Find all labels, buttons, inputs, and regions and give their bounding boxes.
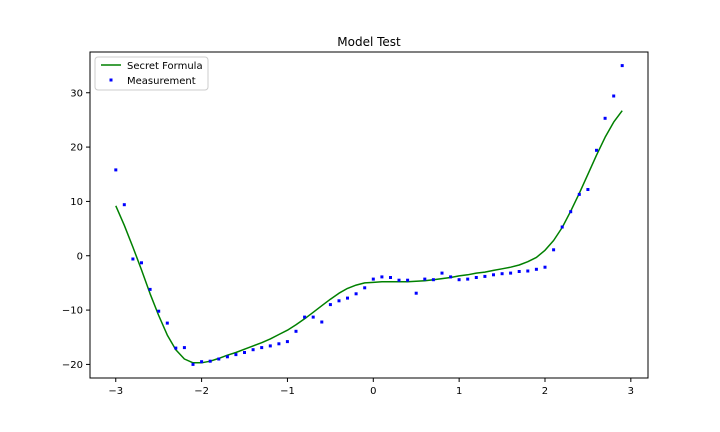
legend-label-measurement: Measurement (127, 76, 196, 87)
measurement-point (431, 278, 435, 282)
measurement-point (474, 276, 478, 279)
legend-marker-swatch (109, 78, 113, 82)
measurement-point (114, 168, 118, 172)
measurement-point (543, 265, 547, 269)
measurement-point (217, 357, 221, 361)
measurement-point (509, 271, 513, 275)
y-tick-label: 30 (70, 88, 83, 99)
measurement-point (277, 342, 281, 346)
x-tick-label: −2 (194, 386, 209, 397)
measurement-point (397, 278, 401, 282)
measurement-point (268, 344, 272, 348)
x-tick-label: 2 (542, 386, 548, 397)
measurement-point (328, 303, 332, 307)
measurement-point (225, 355, 229, 359)
measurement-point (406, 278, 410, 282)
plot-area (114, 64, 624, 366)
measurement-point (303, 315, 307, 319)
measurement-point (122, 203, 126, 207)
measurement-point (569, 210, 573, 214)
y-tick-label: 10 (70, 197, 83, 208)
measurement-point (174, 346, 178, 350)
legend-box (94, 56, 209, 91)
measurement-point (182, 346, 186, 350)
measurement-point (148, 287, 152, 291)
measurement-point (492, 273, 495, 277)
measurement-point (363, 286, 367, 290)
measurement-point (294, 329, 298, 333)
measurement-point (483, 274, 487, 278)
measurement-point (552, 248, 556, 252)
measurement-point (414, 291, 418, 295)
measurement-point (260, 346, 264, 350)
x-tick-label: −3 (108, 386, 123, 397)
y-tick-label: 20 (70, 143, 83, 154)
measurement-point (534, 267, 538, 271)
measurement-point (389, 276, 392, 279)
measurement-point (466, 277, 470, 281)
legend-label-secret-formula: Secret Formula (127, 61, 203, 72)
measurement-point (208, 359, 212, 363)
measurement-point (346, 296, 349, 300)
measurement-point (243, 351, 246, 354)
measurement-point (140, 261, 143, 265)
x-tick-label: 3 (628, 386, 634, 397)
measurement-point (234, 353, 238, 357)
measurement-point (380, 275, 384, 279)
measurement-point (157, 309, 161, 313)
measurement-point (423, 277, 427, 281)
measurement-point (251, 348, 255, 352)
x-tick-label: 1 (456, 386, 462, 397)
measurement-point (620, 64, 624, 68)
measurement-point (191, 362, 195, 366)
measurement-point (354, 292, 358, 296)
measurement-point (371, 277, 375, 281)
chart-title: Model Test (337, 35, 401, 49)
measurement-point (337, 299, 341, 303)
y-tick-label: 0 (77, 251, 83, 262)
measurement-point (200, 360, 204, 364)
measurement-point (449, 275, 453, 279)
measurement-point (586, 188, 590, 191)
measurement-point (612, 94, 616, 98)
measurement-point (311, 315, 315, 319)
measurement-point (320, 320, 324, 324)
measurement-point (165, 321, 169, 325)
measurement-point (577, 192, 581, 196)
measurement-point (131, 257, 135, 261)
measurement-point (285, 340, 289, 344)
measurement-point (517, 270, 521, 273)
measurement-point (526, 269, 530, 273)
measurement-point (457, 278, 461, 282)
x-tick-label: −1 (280, 386, 295, 397)
measurement-point (603, 116, 607, 120)
measurement-point (595, 148, 598, 152)
x-tick-label: 0 (370, 386, 376, 397)
series-line-secret-formula (115, 110, 623, 364)
measurement-point (500, 272, 504, 276)
axes-frame (89, 51, 649, 379)
legend: Secret Formula Measurement (94, 56, 209, 91)
measurement-point (440, 271, 444, 275)
y-tick-label: −10 (62, 306, 83, 317)
measurement-point (560, 225, 564, 229)
y-tick-label: −20 (62, 360, 83, 371)
